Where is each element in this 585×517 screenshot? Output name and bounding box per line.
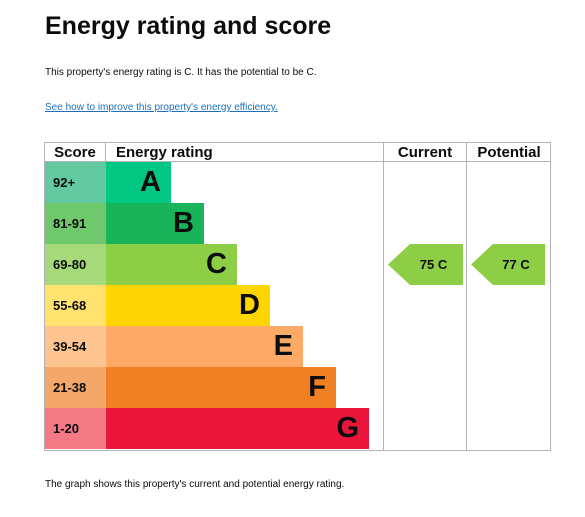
- divider-potential: [466, 162, 467, 450]
- band-letter: G: [336, 412, 359, 444]
- band-bar-e: E: [106, 326, 303, 367]
- energy-rating-chart: Score Energy rating Current Potential 75…: [44, 142, 551, 451]
- band-score-range: 39-54: [45, 326, 106, 367]
- header-energy-rating: Energy rating: [106, 143, 383, 162]
- band-score-range: 1-20: [45, 408, 106, 449]
- potential-rating-arrow: 77 C: [471, 244, 545, 285]
- chart-caption: The graph shows this property's current …: [45, 479, 345, 490]
- band-score-range: 92+: [45, 162, 106, 203]
- band-letter: F: [308, 371, 326, 403]
- header-score: Score: [45, 143, 106, 162]
- header-current: Current: [383, 143, 466, 162]
- band-letter: C: [206, 248, 227, 280]
- band-bar-a: A: [106, 162, 171, 203]
- band-letter: E: [273, 330, 293, 362]
- band-bar-b: B: [106, 203, 204, 244]
- band-score-range: 21-38: [45, 367, 106, 408]
- band-bar-g: G: [106, 408, 369, 449]
- current-rating-arrow: 75 C: [388, 244, 463, 285]
- band-bar-f: F: [106, 367, 336, 408]
- band-score-range: 69-80: [45, 244, 106, 285]
- band-letter: D: [239, 289, 260, 321]
- band-score-range: 81-91: [45, 203, 106, 244]
- band-bar-d: D: [106, 285, 270, 326]
- divider-current: [383, 162, 384, 450]
- band-score-range: 55-68: [45, 285, 106, 326]
- improve-efficiency-link[interactable]: See how to improve this property's energ…: [45, 102, 278, 113]
- rating-summary: This property's energy rating is C. It h…: [45, 67, 317, 78]
- page-title: Energy rating and score: [45, 12, 332, 40]
- band-bar-c: C: [106, 244, 237, 285]
- header-potential: Potential: [466, 143, 551, 162]
- band-letter: B: [173, 207, 194, 239]
- band-letter: A: [140, 166, 161, 198]
